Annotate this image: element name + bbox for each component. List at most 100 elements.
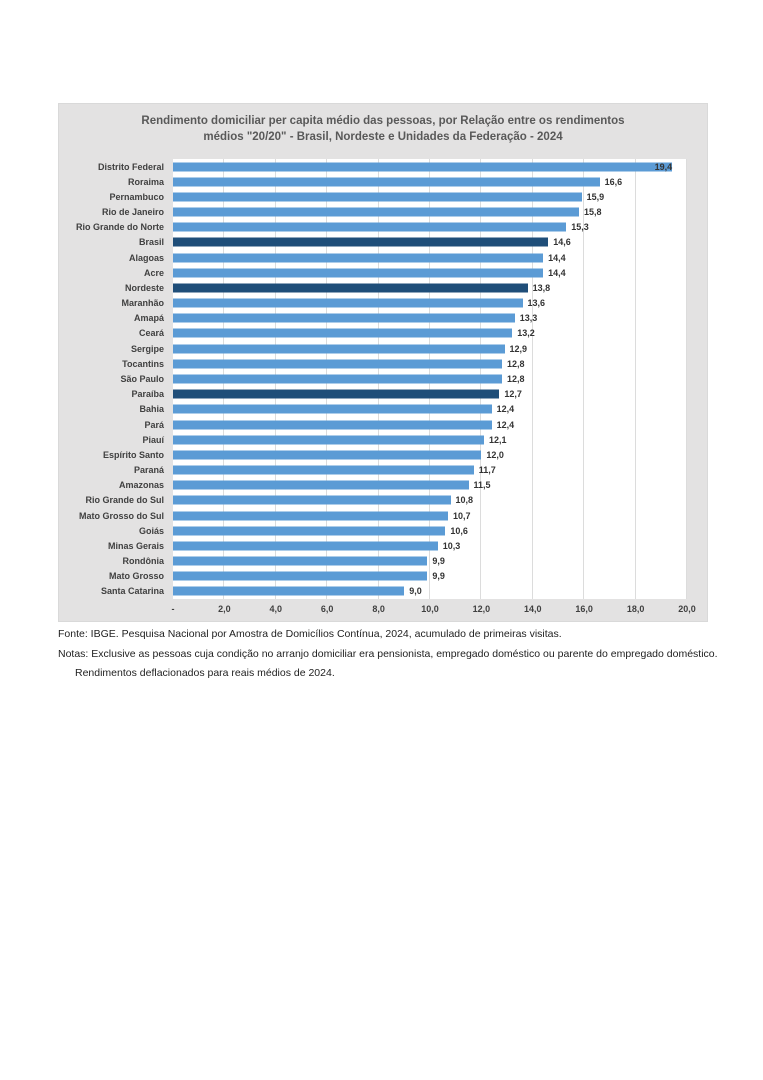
chart-row: Amapá 13,3 bbox=[59, 311, 687, 326]
category-label: Brasil bbox=[138, 237, 164, 248]
bar-area: 12,9 bbox=[173, 341, 687, 356]
bar-area: 19,4 bbox=[173, 159, 687, 174]
bar bbox=[173, 328, 513, 338]
bar-area: 11,7 bbox=[173, 462, 687, 477]
bar-area: 12,1 bbox=[173, 432, 687, 447]
chart-row: Tocantins 12,8 bbox=[59, 356, 687, 371]
chart-row: Rondônia 9,9 bbox=[59, 553, 687, 568]
value-label: 12,1 bbox=[488, 434, 507, 445]
chart-row: Bahia 12,4 bbox=[59, 402, 687, 417]
chart-row: Rio de Janeiro 15,8 bbox=[59, 205, 687, 220]
bar bbox=[173, 571, 428, 581]
chart-row: Roraima 16,6 bbox=[59, 174, 687, 189]
category-label: Rio de Janeiro bbox=[101, 207, 164, 218]
bar-area: 11,5 bbox=[173, 478, 687, 493]
bar bbox=[173, 192, 582, 202]
value-label: 9,0 bbox=[409, 586, 422, 597]
chart-row: São Paulo 12,8 bbox=[59, 371, 687, 386]
category-label: Espírito Santo bbox=[102, 449, 164, 460]
bar-area: 10,6 bbox=[173, 523, 687, 538]
x-axis-tick-label: 6,0 bbox=[320, 604, 334, 614]
chart-row: Amazonas 11,5 bbox=[59, 478, 687, 493]
chart-row: Paraíba 12,7 bbox=[59, 387, 687, 402]
bar bbox=[173, 389, 500, 399]
value-label: 10,3 bbox=[442, 540, 461, 551]
gridline bbox=[634, 159, 636, 599]
category-label: Piauí bbox=[142, 434, 164, 445]
x-axis: - 2,0 4,0 6,0 8,0 10,0 12,0 14,0 16,0 18,0 20,0 bbox=[171, 604, 696, 618]
bar-area: 15,3 bbox=[173, 220, 687, 235]
x-axis-tick-label: 20,0 bbox=[678, 604, 696, 614]
value-label: 13,2 bbox=[517, 328, 535, 339]
chart-title: Rendimento domiciliar per capita médio d… bbox=[59, 113, 707, 145]
chart-row: Goiás 10,6 bbox=[59, 523, 687, 538]
value-label: 16,6 bbox=[604, 176, 623, 187]
category-label: Rondônia bbox=[122, 556, 165, 567]
bar bbox=[173, 556, 428, 566]
bar-rows: Distrito Federal 19,4 Roraima 16,6 Pernambuc… bbox=[59, 159, 687, 599]
value-label: 12,7 bbox=[504, 389, 522, 400]
bar bbox=[173, 268, 544, 278]
bar bbox=[173, 313, 515, 323]
x-axis-tick-label: - bbox=[171, 604, 175, 614]
bar-area: 12,4 bbox=[173, 417, 687, 432]
category-label: Rio Grande do Norte bbox=[75, 222, 164, 233]
chart-title-line-1: Rendimento domiciliar per capita médio d… bbox=[141, 115, 625, 127]
bar-area: 10,8 bbox=[173, 493, 687, 508]
bar-area: 15,9 bbox=[173, 189, 687, 204]
category-label: Rio Grande do Sul bbox=[85, 495, 164, 506]
category-label: Pernambuco bbox=[109, 191, 164, 202]
bar bbox=[173, 162, 672, 172]
value-label: 14,6 bbox=[553, 237, 571, 248]
bar bbox=[173, 253, 544, 263]
category-label: Paraíba bbox=[131, 389, 164, 400]
bar bbox=[173, 359, 502, 369]
chart-row: Alagoas 14,4 bbox=[59, 250, 687, 265]
chart-row: Ceará 13,2 bbox=[59, 326, 687, 341]
value-label: 10,7 bbox=[452, 510, 471, 521]
category-label: Acre bbox=[143, 267, 164, 278]
chart-row: Maranhão 13,6 bbox=[59, 296, 687, 311]
bar bbox=[173, 465, 474, 475]
value-label: 12,4 bbox=[496, 404, 515, 415]
bar bbox=[173, 344, 505, 354]
category-label: Maranhão bbox=[121, 298, 164, 309]
value-label: 11,7 bbox=[478, 465, 496, 476]
value-label: 15,9 bbox=[586, 191, 605, 202]
gridline bbox=[531, 159, 533, 599]
value-label: 9,9 bbox=[432, 556, 445, 567]
category-label: Roraima bbox=[127, 176, 164, 187]
gridline bbox=[686, 159, 687, 599]
bar bbox=[173, 207, 580, 217]
category-label: Tocantins bbox=[122, 358, 164, 369]
value-label: 12,4 bbox=[496, 419, 515, 430]
chart-row: Paraná 11,7 bbox=[59, 462, 687, 477]
bar-area: 12,8 bbox=[173, 356, 687, 371]
value-label: 10,6 bbox=[450, 525, 468, 536]
bar-area: 16,6 bbox=[173, 174, 687, 189]
bar bbox=[173, 222, 567, 232]
category-label: Mato Grosso bbox=[108, 571, 164, 582]
bar-area: 15,8 bbox=[173, 205, 687, 220]
chart-row: Rio Grande do Sul 10,8 bbox=[59, 493, 687, 508]
bar bbox=[173, 283, 528, 293]
category-label: Sergipe bbox=[130, 343, 164, 354]
bar-area: 9,9 bbox=[173, 569, 687, 584]
value-label: 19,4 bbox=[654, 161, 673, 172]
bar bbox=[173, 526, 446, 536]
bar bbox=[173, 298, 523, 308]
bar bbox=[173, 374, 502, 384]
bar bbox=[173, 420, 492, 429]
category-label: Nordeste bbox=[124, 282, 164, 293]
footnote-note-1: Notas: Exclusive as pessoas cuja condiçã… bbox=[58, 648, 718, 660]
x-axis-tick-label: 16,0 bbox=[575, 604, 593, 614]
chart-row: Sergipe 12,9 bbox=[59, 341, 687, 356]
chart-row: Acre 14,4 bbox=[59, 265, 687, 280]
bar-area: 14,4 bbox=[173, 250, 687, 265]
chart-row: Brasil 14,6 bbox=[59, 235, 687, 250]
footnote-source: Fonte: IBGE. Pesquisa Nacional por Amost… bbox=[58, 628, 562, 640]
bar-area: 13,3 bbox=[173, 311, 687, 326]
chart-row: Rio Grande do Norte 15,3 bbox=[59, 220, 687, 235]
chart-row: Pará 12,4 bbox=[59, 417, 687, 432]
category-label: São Paulo bbox=[120, 373, 164, 384]
